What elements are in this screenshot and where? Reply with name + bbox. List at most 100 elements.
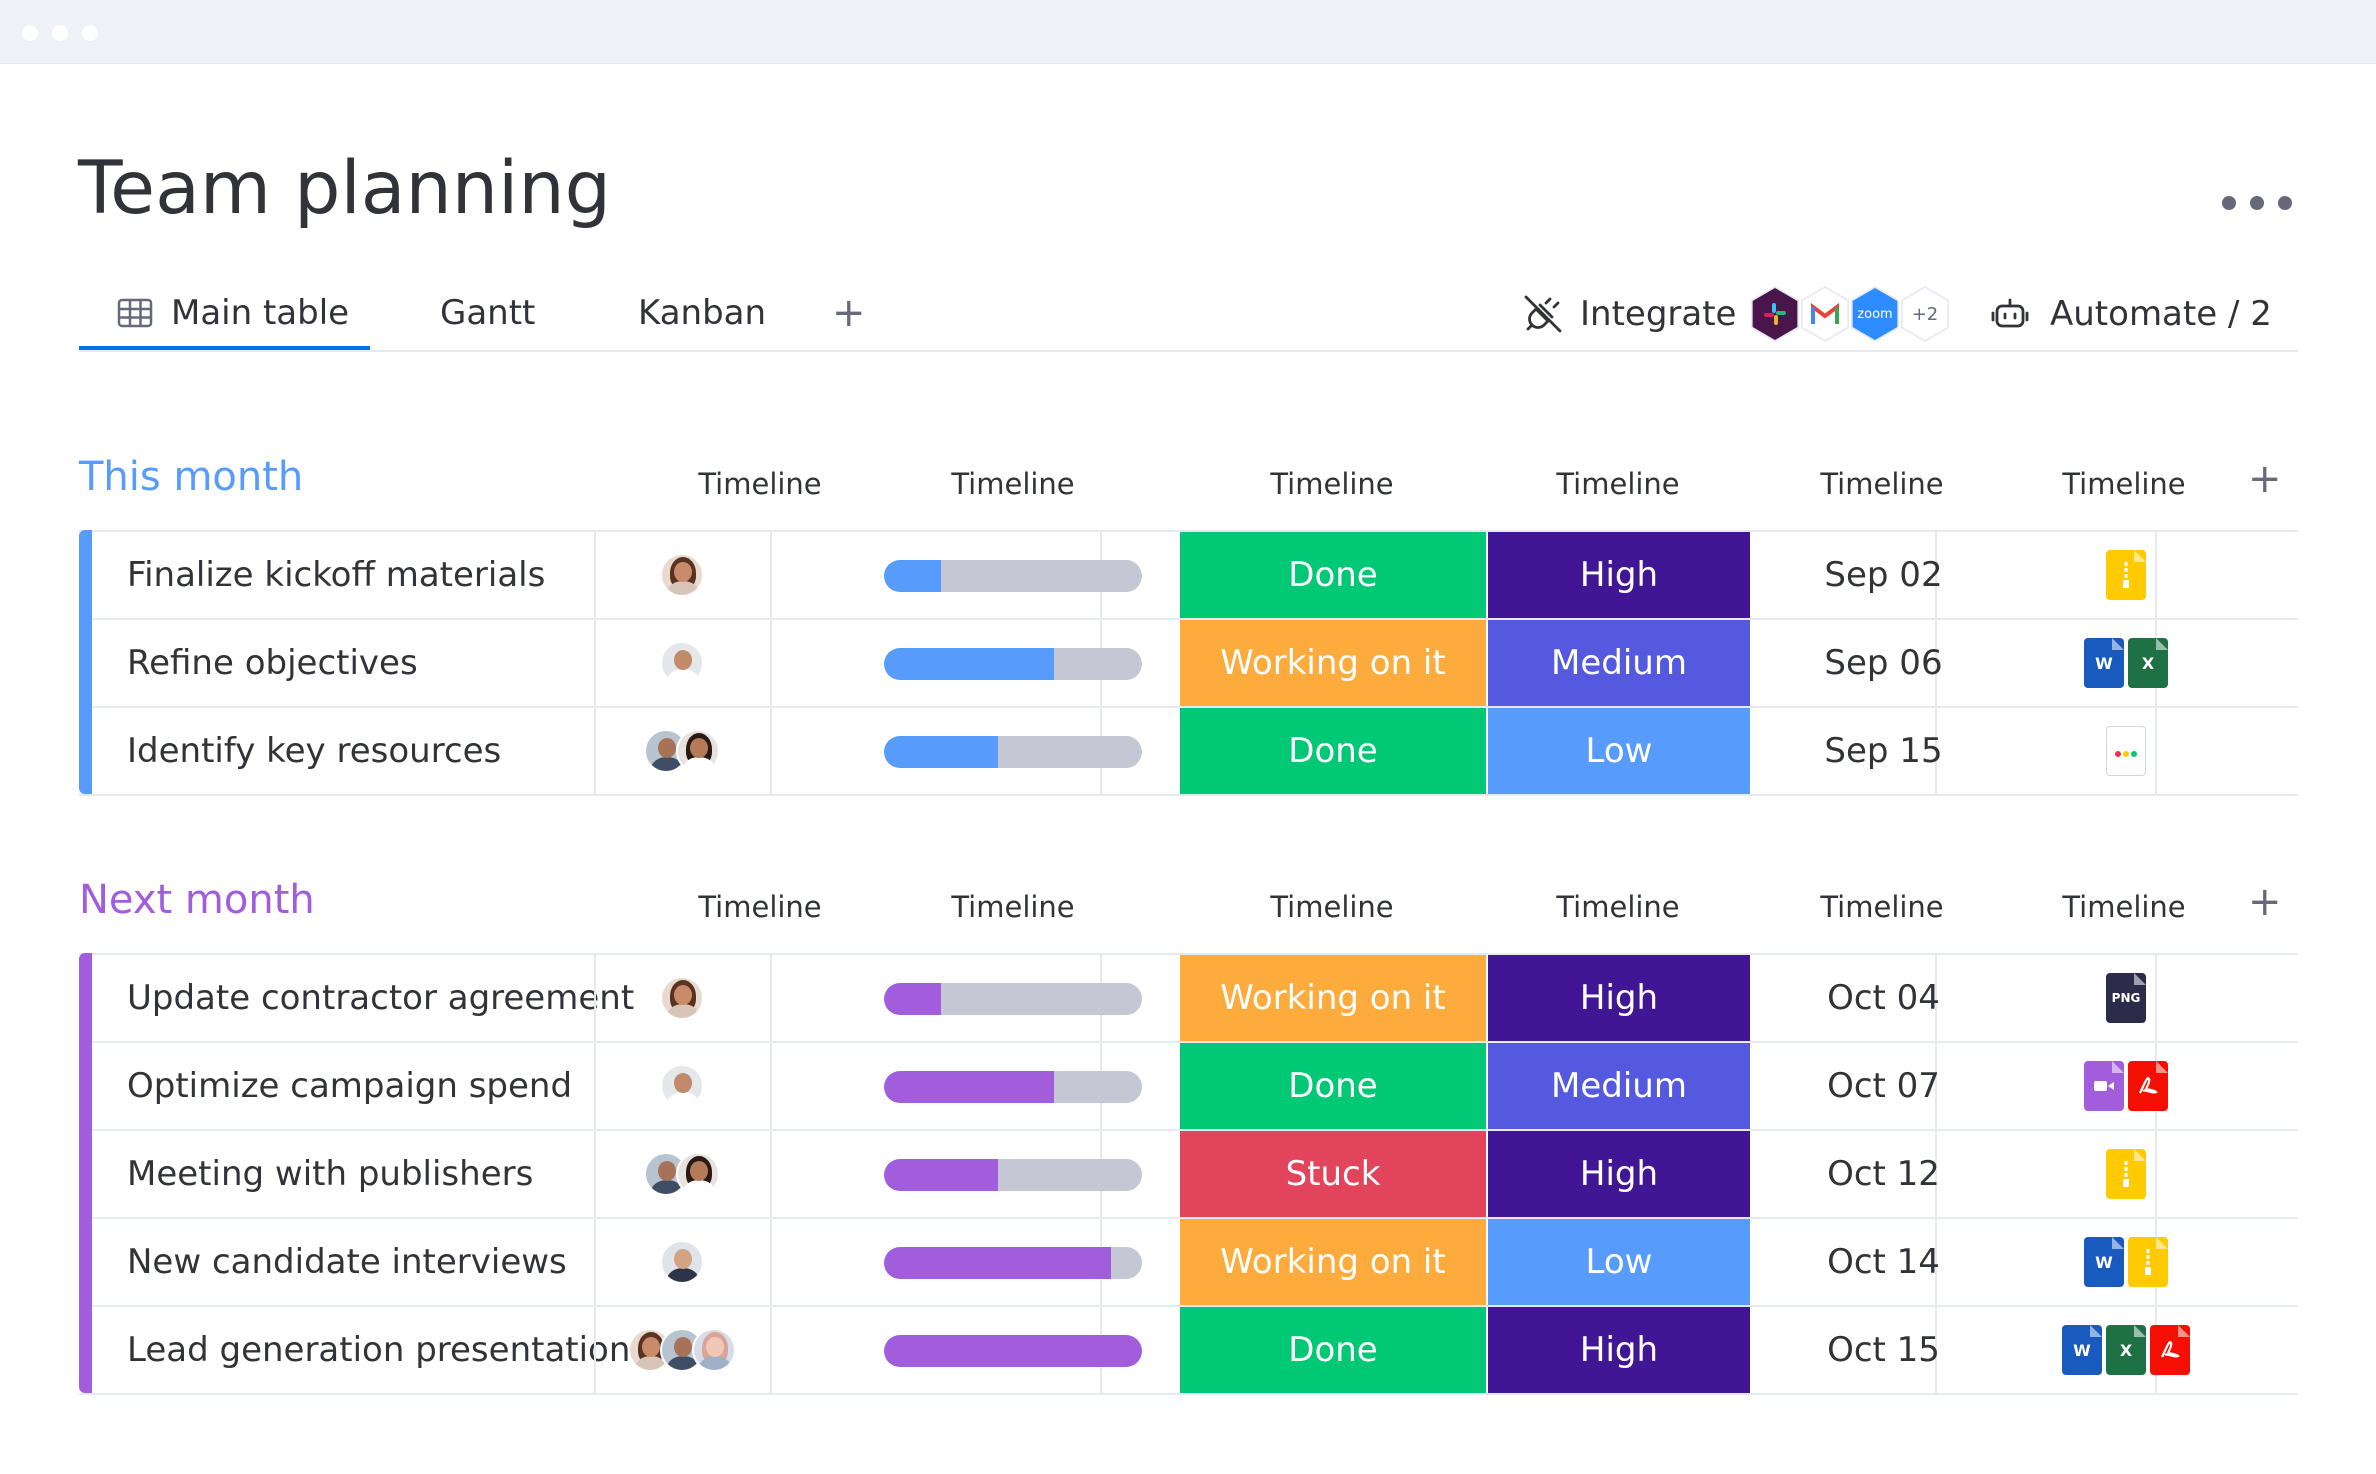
add-view-icon[interactable]: + <box>832 290 866 336</box>
window-close-dot[interactable] <box>22 25 38 41</box>
zip-file-icon[interactable] <box>2106 550 2146 600</box>
status-label[interactable]: Working on it <box>1180 955 1486 1041</box>
avatar[interactable] <box>660 641 704 685</box>
status-label[interactable]: Done <box>1180 708 1486 794</box>
avatar[interactable] <box>660 1240 704 1284</box>
status-label[interactable]: Working on it <box>1180 620 1486 706</box>
add-column-icon[interactable]: + <box>2248 456 2282 502</box>
task-name[interactable]: Refine objectives <box>127 643 418 683</box>
files-cell[interactable] <box>2017 1131 2235 1217</box>
files-cell[interactable] <box>2017 532 2235 618</box>
table-row[interactable]: Refine objectives Working on it Medium Sep … <box>79 620 2298 708</box>
integrate-button[interactable]: Integrate <box>1522 287 1736 341</box>
avatar[interactable] <box>660 1064 704 1108</box>
people-cell[interactable] <box>594 620 770 706</box>
people-cell[interactable] <box>594 1307 770 1393</box>
avatar[interactable] <box>676 1152 720 1196</box>
task-name[interactable]: Meeting with publishers <box>127 1154 534 1194</box>
table-row[interactable]: New candidate interviews Working on it Low… <box>79 1219 2298 1307</box>
word-file-icon[interactable]: W <box>2084 638 2124 688</box>
pdf-file-icon[interactable] <box>2128 1061 2168 1111</box>
avatar[interactable] <box>660 553 704 597</box>
due-date[interactable]: Oct 15 <box>1827 1330 1940 1370</box>
table-row[interactable]: Meeting with publishers Stuck High Oct 12 <box>79 1131 2298 1219</box>
avatar[interactable] <box>660 976 704 1020</box>
due-date[interactable]: Oct 07 <box>1827 1066 1940 1106</box>
tab-main-table[interactable]: Main table <box>117 288 349 338</box>
monday-file-icon[interactable] <box>2106 726 2146 776</box>
table-row[interactable]: Optimize campaign spend Done Medium Oct 07 <box>79 1043 2298 1131</box>
video-file-icon[interactable] <box>2084 1061 2124 1111</box>
excel-file-icon[interactable]: X <box>2106 1325 2146 1375</box>
column-header[interactable]: Timeline <box>1820 467 1944 501</box>
task-name[interactable]: New candidate interviews <box>127 1242 567 1282</box>
integration-logos[interactable]: zoom +2 <box>1747 286 1957 342</box>
tab-kanban[interactable]: Kanban <box>638 288 766 338</box>
task-name[interactable]: Finalize kickoff materials <box>127 555 546 595</box>
column-header[interactable]: Timeline <box>1270 467 1394 501</box>
task-name[interactable]: Update contractor agreement <box>127 978 635 1018</box>
excel-file-icon[interactable]: X <box>2128 638 2168 688</box>
priority-label[interactable]: High <box>1488 955 1750 1041</box>
files-cell[interactable] <box>2017 1043 2235 1129</box>
status-label[interactable]: Done <box>1180 1307 1486 1393</box>
due-date[interactable]: Oct 12 <box>1827 1154 1940 1194</box>
priority-label[interactable]: High <box>1488 532 1750 618</box>
due-date[interactable]: Sep 06 <box>1824 643 1943 683</box>
column-header[interactable]: Timeline <box>1820 890 1944 924</box>
avatar[interactable] <box>676 729 720 773</box>
more-options-button[interactable] <box>2222 188 2292 218</box>
avatar[interactable] <box>628 1328 672 1372</box>
column-header[interactable]: Timeline <box>1556 890 1680 924</box>
table-row[interactable]: Update contractor agreement Working on it… <box>79 955 2298 1043</box>
files-cell[interactable]: W <box>2017 1219 2235 1305</box>
priority-label[interactable]: Medium <box>1488 620 1750 706</box>
column-header[interactable]: Timeline <box>698 467 822 501</box>
priority-label[interactable]: Medium <box>1488 1043 1750 1129</box>
add-column-icon[interactable]: + <box>2248 879 2282 925</box>
task-name[interactable]: Identify key resources <box>127 731 502 771</box>
status-label[interactable]: Done <box>1180 1043 1486 1129</box>
column-header[interactable]: Timeline <box>1556 467 1680 501</box>
pdf-file-icon[interactable] <box>2150 1325 2190 1375</box>
due-date[interactable]: Oct 14 <box>1827 1242 1940 1282</box>
people-cell[interactable] <box>594 1043 770 1129</box>
column-header[interactable]: Timeline <box>951 467 1075 501</box>
priority-label[interactable]: Low <box>1488 708 1750 794</box>
png-file-icon[interactable]: PNG <box>2106 973 2146 1023</box>
zip-file-icon[interactable] <box>2128 1237 2168 1287</box>
window-minimize-dot[interactable] <box>52 25 68 41</box>
task-name[interactable]: Optimize campaign spend <box>127 1066 573 1106</box>
files-cell[interactable] <box>2017 708 2235 794</box>
column-header[interactable]: Timeline <box>951 890 1075 924</box>
table-row[interactable]: Lead generation presentation Done High Oct … <box>79 1307 2298 1395</box>
column-header[interactable]: Timeline <box>2062 890 2186 924</box>
word-file-icon[interactable]: W <box>2062 1325 2102 1375</box>
due-date[interactable]: Oct 04 <box>1827 978 1940 1018</box>
group-title[interactable]: Next month <box>79 877 315 923</box>
due-date[interactable]: Sep 15 <box>1824 731 1943 771</box>
status-label[interactable]: Stuck <box>1180 1131 1486 1217</box>
column-header[interactable]: Timeline <box>698 890 822 924</box>
priority-label[interactable]: High <box>1488 1131 1750 1217</box>
column-header[interactable]: Timeline <box>1270 890 1394 924</box>
avatar[interactable] <box>692 1328 736 1372</box>
people-cell[interactable] <box>594 532 770 618</box>
automate-button[interactable]: Automate / 2 <box>1990 287 2272 341</box>
priority-label[interactable]: High <box>1488 1307 1750 1393</box>
window-maximize-dot[interactable] <box>82 25 98 41</box>
people-cell[interactable] <box>594 955 770 1041</box>
word-file-icon[interactable]: W <box>2084 1237 2124 1287</box>
files-cell[interactable]: PNG <box>2017 955 2235 1041</box>
group-title[interactable]: This month <box>79 454 304 500</box>
people-cell[interactable] <box>594 1219 770 1305</box>
status-label[interactable]: Working on it <box>1180 1219 1486 1305</box>
people-cell[interactable] <box>594 1131 770 1217</box>
status-label[interactable]: Done <box>1180 532 1486 618</box>
table-row[interactable]: Finalize kickoff materials Done High Sep 02 <box>79 532 2298 620</box>
people-cell[interactable] <box>594 708 770 794</box>
due-date[interactable]: Sep 02 <box>1824 555 1943 595</box>
task-name[interactable]: Lead generation presentation <box>127 1330 631 1370</box>
